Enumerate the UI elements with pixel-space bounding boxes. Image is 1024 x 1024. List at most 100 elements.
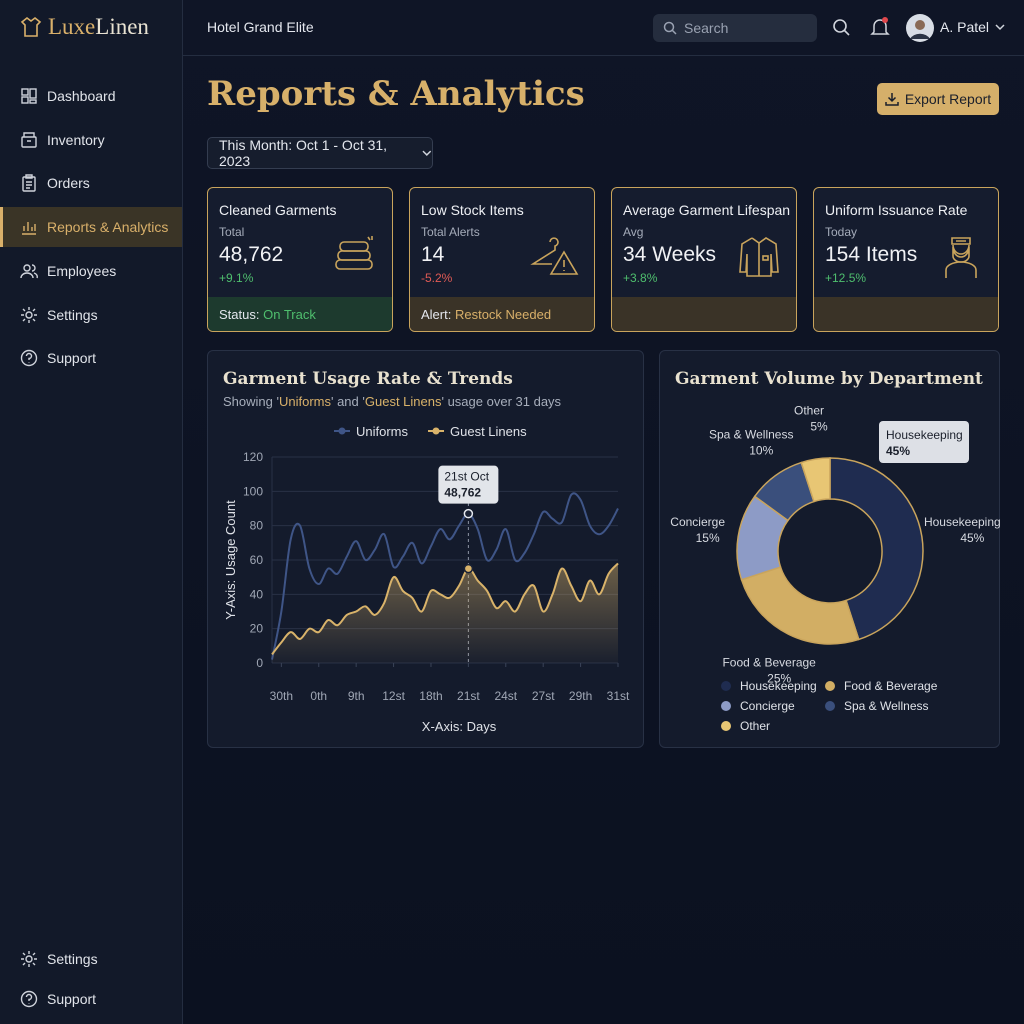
legend-label: Uniforms [356,424,409,439]
x-tick-label: 30th [270,689,293,703]
nav-item[interactable]: Employees [0,251,182,291]
export-label: Export Report [904,91,992,107]
nav-item[interactable]: Orders [0,163,182,203]
search-box[interactable]: Search [653,14,817,42]
legend-dot [432,427,440,435]
legend-dot [721,701,731,711]
card-change: -5.2% [421,271,453,285]
card-sub: Total [219,225,245,239]
card-title: Cleaned Garments [219,202,337,218]
kpi-card[interactable]: Uniform Issuance Rate Today 154 Items +1… [813,187,999,332]
x-tick-label: 29th [569,689,592,703]
search-placeholder: Search [684,20,729,36]
tooltip [879,421,969,463]
nav-item[interactable]: Inventory [0,120,182,160]
nav-label: Settings [47,951,98,967]
kpi-card[interactable]: Average Garment Lifespan Avg 34 Weeks +3… [611,187,797,332]
avatar[interactable] [906,14,934,42]
kpi-card[interactable]: Cleaned Garments Total 48,762 +9.1% Stat… [207,187,393,332]
card-change: +3.8% [623,271,658,285]
download-icon [885,93,899,106]
card-sub: Total Alerts [421,225,480,239]
tooltip-value: 45% [886,444,910,458]
area [272,563,618,663]
nav-item[interactable]: Settings [0,295,182,335]
footer-label: Alert: [421,307,452,322]
subtitle-part: Guest Linens [365,394,442,409]
card-change: +9.1% [219,271,254,285]
line-chart: Garment Usage Rate & Trends Showing 'Unif… [223,369,630,734]
legend-label: Concierge [740,699,795,713]
legend-label: Guest Linens [450,424,527,439]
nav-item[interactable]: Settings [0,939,182,979]
series-line [271,492,619,660]
card-value: 34 Weeks [623,243,716,266]
date-filter-label: This Month: Oct 1 - Oct 31, 2023 [219,137,388,169]
segment-label: Housekeeping [924,515,1001,529]
notifications[interactable] [869,16,891,38]
chevron [995,24,1005,31]
nav-label: Support [47,350,97,367]
segment-value: 25% [767,671,791,685]
x-tick-label: 24st [494,689,517,703]
brand-second: Linen [95,14,149,39]
date-filter[interactable]: This Month: Oct 1 - Oct 31, 2023 [207,137,433,169]
nav-item[interactable]: Support [0,979,182,1019]
card-value: 14 [421,243,445,266]
card-footer: Alert: Restock Needed [410,297,594,331]
card-change: +12.5% [825,271,867,285]
card-sub: Today [825,225,858,239]
legend-label: Housekeeping [740,679,817,693]
x-tick-label: 27st [532,689,555,703]
segment-value: 10% [749,444,773,458]
tooltip-title: 21st Oct [444,470,489,484]
card-icon [945,237,977,278]
export-button[interactable]: Export Report [877,83,999,115]
nav-label: Inventory [47,131,105,148]
tooltip-value: 48,762 [444,486,481,500]
user-menu[interactable]: A. Patel [940,19,1005,35]
footer-value: On Track [263,307,316,322]
kpi-card[interactable]: Low Stock Items Total Alerts 14 -5.2% Al… [409,187,595,332]
y-tick-label: 0 [256,656,263,670]
donut-segment [800,457,831,503]
y-tick-label: 100 [243,484,263,498]
nav-item[interactable]: Support [0,338,182,378]
footer-label: Status: [219,307,260,322]
card-footer [612,297,796,331]
segment-label: Concierge [670,515,725,529]
brand-first: Luxe [48,14,96,39]
x-tick-label: 21st [457,689,480,703]
y-tick-label: 80 [250,519,264,533]
brand-icon [20,16,42,37]
legend-label: Food & Beverage [844,679,938,693]
nav-icon [21,306,37,323]
legend-dot [721,681,731,691]
chart-title: Garment Volume by Department [675,369,983,389]
nav-icon [22,174,36,193]
chart-title: Garment Usage Rate & Trends [223,369,513,389]
y-tick-label: 60 [250,553,264,567]
nav-label: Settings [47,306,98,323]
nav-icon [20,349,38,367]
subtitle-part: ' and ' [331,394,365,409]
nav-label: Support [47,990,97,1007]
nav-icon [20,264,38,279]
donut-chart: Garment Volume by Department Housekeeping… [670,369,1001,733]
card-value: 48,762 [219,243,284,266]
chart-subtitle: Showing 'Uniforms' and 'Guest Linens' us… [223,394,562,409]
x-tick-label: 31st [607,689,630,703]
nav-item[interactable]: Reports & Analytics [0,207,182,248]
segment-label: Spa & Wellness [709,428,794,442]
search-button[interactable] [832,18,852,38]
highlight-point [463,508,474,519]
brand[interactable]: LuxeLinen [20,14,149,40]
nav-item[interactable]: Dashboard [0,76,182,116]
series-line [271,562,619,656]
y-tick-label: 40 [250,587,264,601]
card-footer: Status: On Track [208,297,392,331]
sidebar: LuxeLinen Dashboard Inventory Orders Report… [0,0,183,1024]
card-sub: Avg [623,225,644,239]
donut-segment [740,566,860,645]
legend-dot [825,681,835,691]
